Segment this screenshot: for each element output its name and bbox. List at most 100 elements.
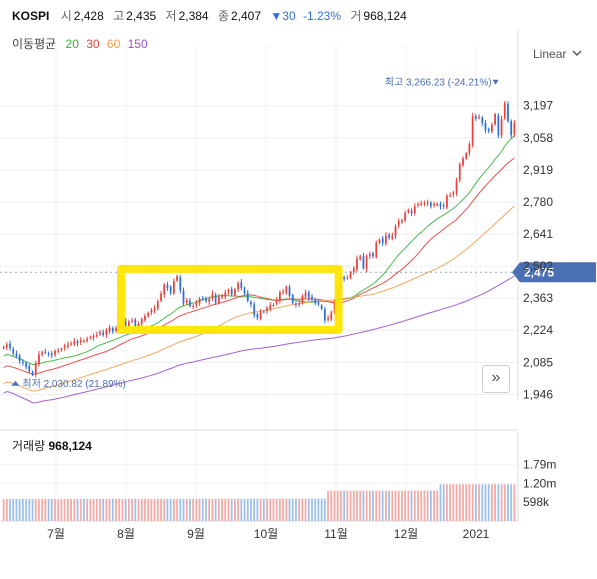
candle: [311, 296, 313, 300]
candle: [230, 289, 233, 295]
candle: [330, 312, 333, 320]
scale-selector[interactable]: Linear: [533, 47, 582, 61]
volume-bar: [439, 484, 442, 521]
volume-bar: [320, 498, 323, 521]
candle: [111, 327, 114, 332]
candle: [34, 363, 37, 375]
candle: [86, 339, 89, 341]
candle: [92, 335, 95, 338]
x-tick-label: 2021: [463, 527, 490, 541]
candle: [333, 302, 336, 313]
volume-bar: [140, 498, 143, 521]
candle: [179, 277, 182, 291]
volume-bar: [397, 490, 400, 521]
candle: [166, 284, 169, 288]
x-tick-label: 7월: [47, 527, 65, 541]
candle: [243, 288, 246, 294]
candle: [394, 226, 397, 236]
ma-line-150: [3, 275, 515, 404]
candle: [169, 286, 172, 293]
volume-bar: [449, 484, 452, 521]
volume-bar: [436, 490, 439, 521]
volume-bar: [471, 484, 474, 521]
volume-bar: [429, 490, 432, 521]
candle: [115, 328, 117, 331]
scale-selector-label: Linear: [533, 47, 567, 61]
volume-bar: [352, 490, 355, 521]
candle: [426, 202, 429, 204]
price-tick-label: 2,502: [523, 259, 553, 273]
volume-bar: [70, 498, 72, 521]
candle: [15, 353, 18, 357]
candle: [323, 309, 326, 321]
candle: [510, 121, 513, 136]
candle: [38, 354, 40, 365]
candle: [108, 327, 111, 332]
volume-title-value: 968,124: [48, 439, 92, 453]
price-grid: [0, 30, 519, 521]
candle: [214, 294, 217, 303]
candle: [375, 243, 378, 257]
volume-bar: [446, 484, 448, 521]
candle: [198, 298, 201, 304]
volume-bar: [73, 498, 76, 521]
volume-bar: [79, 498, 82, 521]
volume-bar: [166, 498, 169, 521]
volume-bar: [108, 498, 111, 521]
candle: [2, 346, 5, 349]
volume-bar: [34, 498, 37, 521]
candle: [31, 371, 34, 375]
candle: [140, 319, 143, 324]
volume-bar: [50, 498, 53, 521]
volume-bar: [21, 498, 24, 521]
current-price-label: 2,475: [524, 265, 554, 279]
volume-bar: [433, 490, 435, 521]
volume-bar: [179, 498, 182, 521]
candle: [66, 344, 69, 347]
candle: [54, 351, 56, 355]
candle: [288, 287, 291, 296]
candle: [500, 118, 503, 136]
volume-bar: [375, 490, 378, 521]
candle: [468, 144, 471, 153]
candle: [105, 330, 108, 335]
candle: [73, 341, 76, 345]
volume-bar: [497, 484, 500, 521]
high-value: 2,435: [126, 9, 157, 23]
volume-bar: [147, 498, 150, 521]
candle: [76, 341, 79, 344]
change-value: 30: [282, 9, 296, 23]
volume-bar: [217, 498, 220, 521]
candle: [420, 203, 423, 205]
volume-bar: [417, 490, 419, 521]
volume-bar: [66, 498, 69, 521]
candle: [156, 301, 159, 309]
volume-bar: [278, 498, 281, 521]
open-label: 시: [60, 9, 72, 23]
volume-bar: [266, 498, 268, 521]
expand-button[interactable]: »: [482, 365, 510, 393]
candle: [262, 311, 265, 313]
candle: [455, 180, 458, 194]
volume-bar: [153, 498, 156, 521]
volume-bar: [12, 498, 15, 521]
volume-bar: [494, 484, 497, 521]
volume-bar: [198, 498, 201, 521]
volume-bar: [54, 498, 56, 521]
volume-bar: [372, 490, 374, 521]
volume-bar: [240, 498, 243, 521]
volume-bar: [362, 490, 365, 521]
volume-bar: [468, 484, 471, 521]
volume-bar: [327, 490, 329, 521]
candle: [388, 234, 390, 238]
min-price-label: 최저 2,030.82 (21.89%): [22, 378, 125, 390]
volume-bar: [295, 498, 297, 521]
volume-bar: [63, 498, 66, 521]
candle: [224, 292, 227, 297]
price-tick-label: 2,919: [523, 163, 553, 177]
candle: [134, 319, 137, 327]
candle: [269, 305, 272, 309]
candle: [99, 332, 101, 334]
candle: [417, 204, 419, 206]
volume-bar: [343, 490, 346, 521]
